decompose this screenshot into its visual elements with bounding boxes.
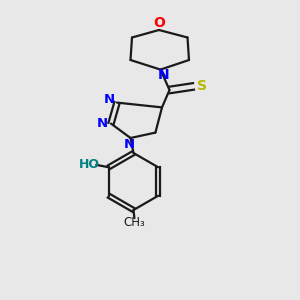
Text: CH₃: CH₃ (124, 216, 145, 229)
Text: S: S (197, 79, 207, 93)
Text: N: N (158, 68, 169, 82)
Text: HO: HO (79, 158, 100, 171)
Text: O: O (153, 16, 165, 30)
Text: N: N (97, 117, 108, 130)
Text: N: N (123, 138, 135, 152)
Text: N: N (104, 93, 115, 106)
